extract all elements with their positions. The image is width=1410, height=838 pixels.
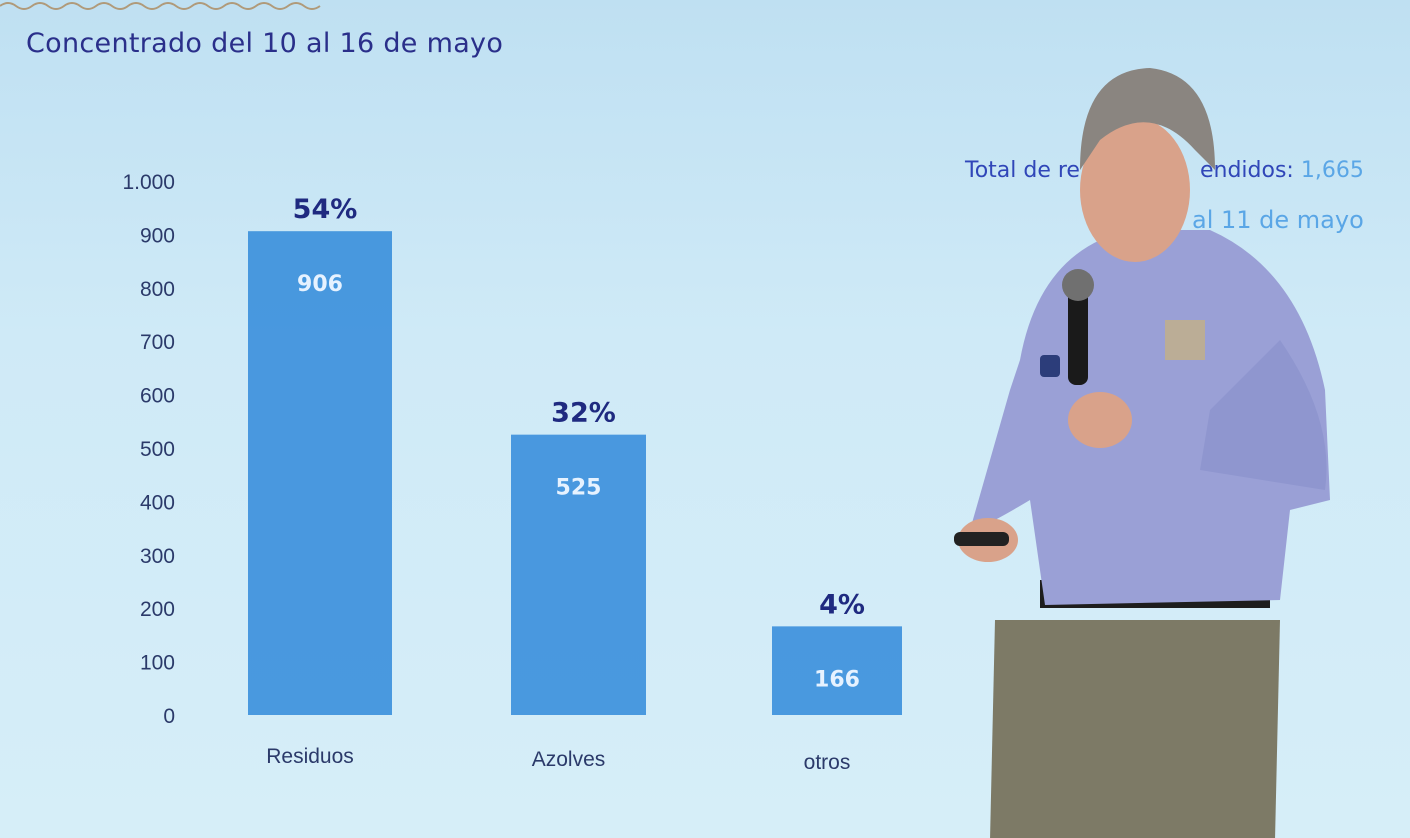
bar-value-label: 906 <box>297 272 343 297</box>
y-tick-label: 300 <box>140 545 175 568</box>
date-text: al 11 de mayo <box>1192 206 1364 234</box>
total-text: Total de re endidos: 1,665 <box>965 158 1364 183</box>
decorative-wave <box>0 2 321 10</box>
bar-azolves <box>511 434 646 715</box>
bar-otros <box>772 626 902 715</box>
y-tick-label: 200 <box>140 598 175 621</box>
x-category-label: otros <box>804 751 851 774</box>
y-tick-label: 500 <box>140 438 175 461</box>
total-label-right: endidos: <box>1199 158 1294 183</box>
bar-percent-label: 32% <box>551 398 616 429</box>
total-label-left: Total de re <box>965 158 1080 183</box>
x-category-label: Azolves <box>532 748 606 771</box>
y-tick-label: 700 <box>140 331 175 354</box>
y-tick-label: 600 <box>140 385 175 408</box>
bar-percent-label: 54% <box>293 194 358 225</box>
y-tick-label: 100 <box>140 652 175 675</box>
y-tick-label: 1.000 <box>122 171 175 194</box>
total-value: 1,665 <box>1300 158 1364 183</box>
y-tick-label: 400 <box>140 491 175 514</box>
presenter-photo <box>954 68 1330 838</box>
slide-title: Concentrado del 10 al 16 de mayo <box>26 28 504 59</box>
bar-percent-label: 4% <box>819 589 865 620</box>
x-category-label: Residuos <box>266 745 354 768</box>
bar-residuos <box>248 231 392 716</box>
y-tick-label: 800 <box>140 278 175 301</box>
y-tick-label: 900 <box>140 224 175 247</box>
y-tick-label: 0 <box>163 705 175 728</box>
bar-value-label: 525 <box>556 476 602 501</box>
bar-value-label: 166 <box>814 667 860 692</box>
